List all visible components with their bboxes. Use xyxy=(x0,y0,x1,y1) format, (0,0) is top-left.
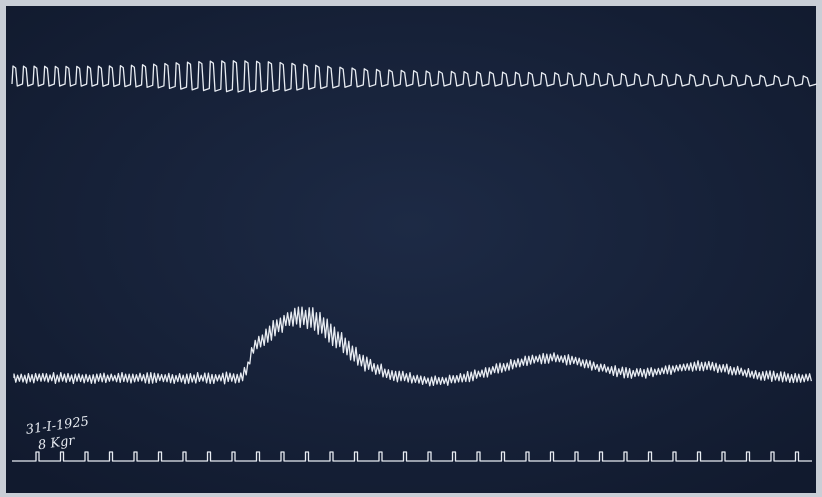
page: 31-I-1925 8 Kgr (() => { const data = JS… xyxy=(0,0,822,497)
recording: 31-I-1925 8 Kgr xyxy=(0,0,822,497)
